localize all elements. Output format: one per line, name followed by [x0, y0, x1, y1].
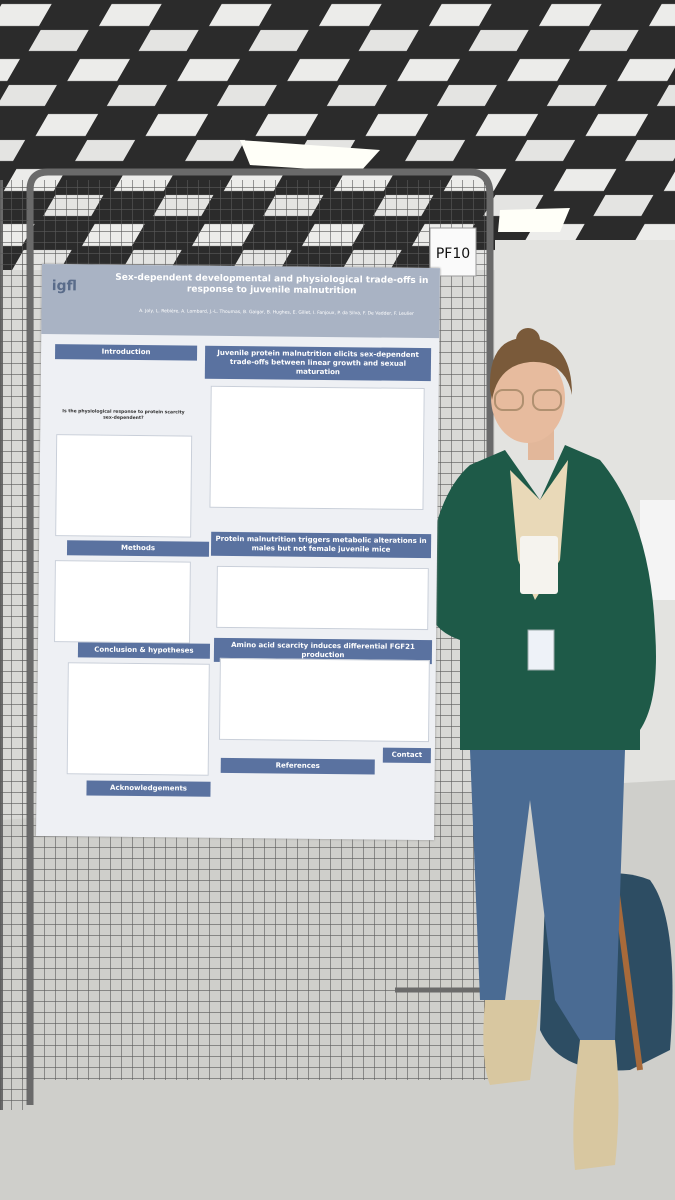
- figure: [209, 385, 425, 511]
- poster: igfl Sex-dependent developmental and phy…: [36, 264, 440, 841]
- figure: [216, 565, 429, 631]
- hair: [489, 337, 572, 400]
- boot: [483, 1000, 540, 1085]
- grid-panel: [0, 180, 28, 1110]
- question: Is the physiological response to protein…: [62, 409, 185, 422]
- paper-cup: [520, 536, 558, 594]
- section-heading: Introduction: [55, 344, 198, 361]
- booth-label: PF10: [436, 246, 470, 262]
- section-heading: Acknowledgements: [86, 780, 211, 797]
- figure: [55, 434, 193, 538]
- poster-title: Sex-dependent developmental and physiolo…: [115, 272, 429, 297]
- section-heading: References: [220, 757, 375, 775]
- logo: igfl: [51, 278, 78, 295]
- figure: [219, 657, 430, 743]
- section-heading: Juvenile protein malnutrition elicits se…: [204, 345, 432, 382]
- ceiling-light: [498, 208, 570, 232]
- hair-bun: [516, 328, 540, 352]
- figure: [54, 560, 191, 644]
- panel-frame: [26, 168, 494, 1105]
- section-heading: Methods: [66, 540, 210, 557]
- jacket: [425, 445, 656, 750]
- section-heading: Contact: [382, 747, 431, 764]
- glasses: [532, 389, 562, 411]
- jeans: [470, 750, 625, 1040]
- face: [491, 353, 565, 443]
- figure: [66, 662, 210, 776]
- badge: [527, 629, 555, 671]
- section-heading: Protein malnutrition triggers metabolic …: [210, 531, 432, 559]
- ceiling-light: [240, 140, 380, 172]
- glasses: [494, 389, 524, 411]
- boot: [573, 1040, 619, 1170]
- section-heading: Conclusion & hypotheses: [77, 642, 211, 659]
